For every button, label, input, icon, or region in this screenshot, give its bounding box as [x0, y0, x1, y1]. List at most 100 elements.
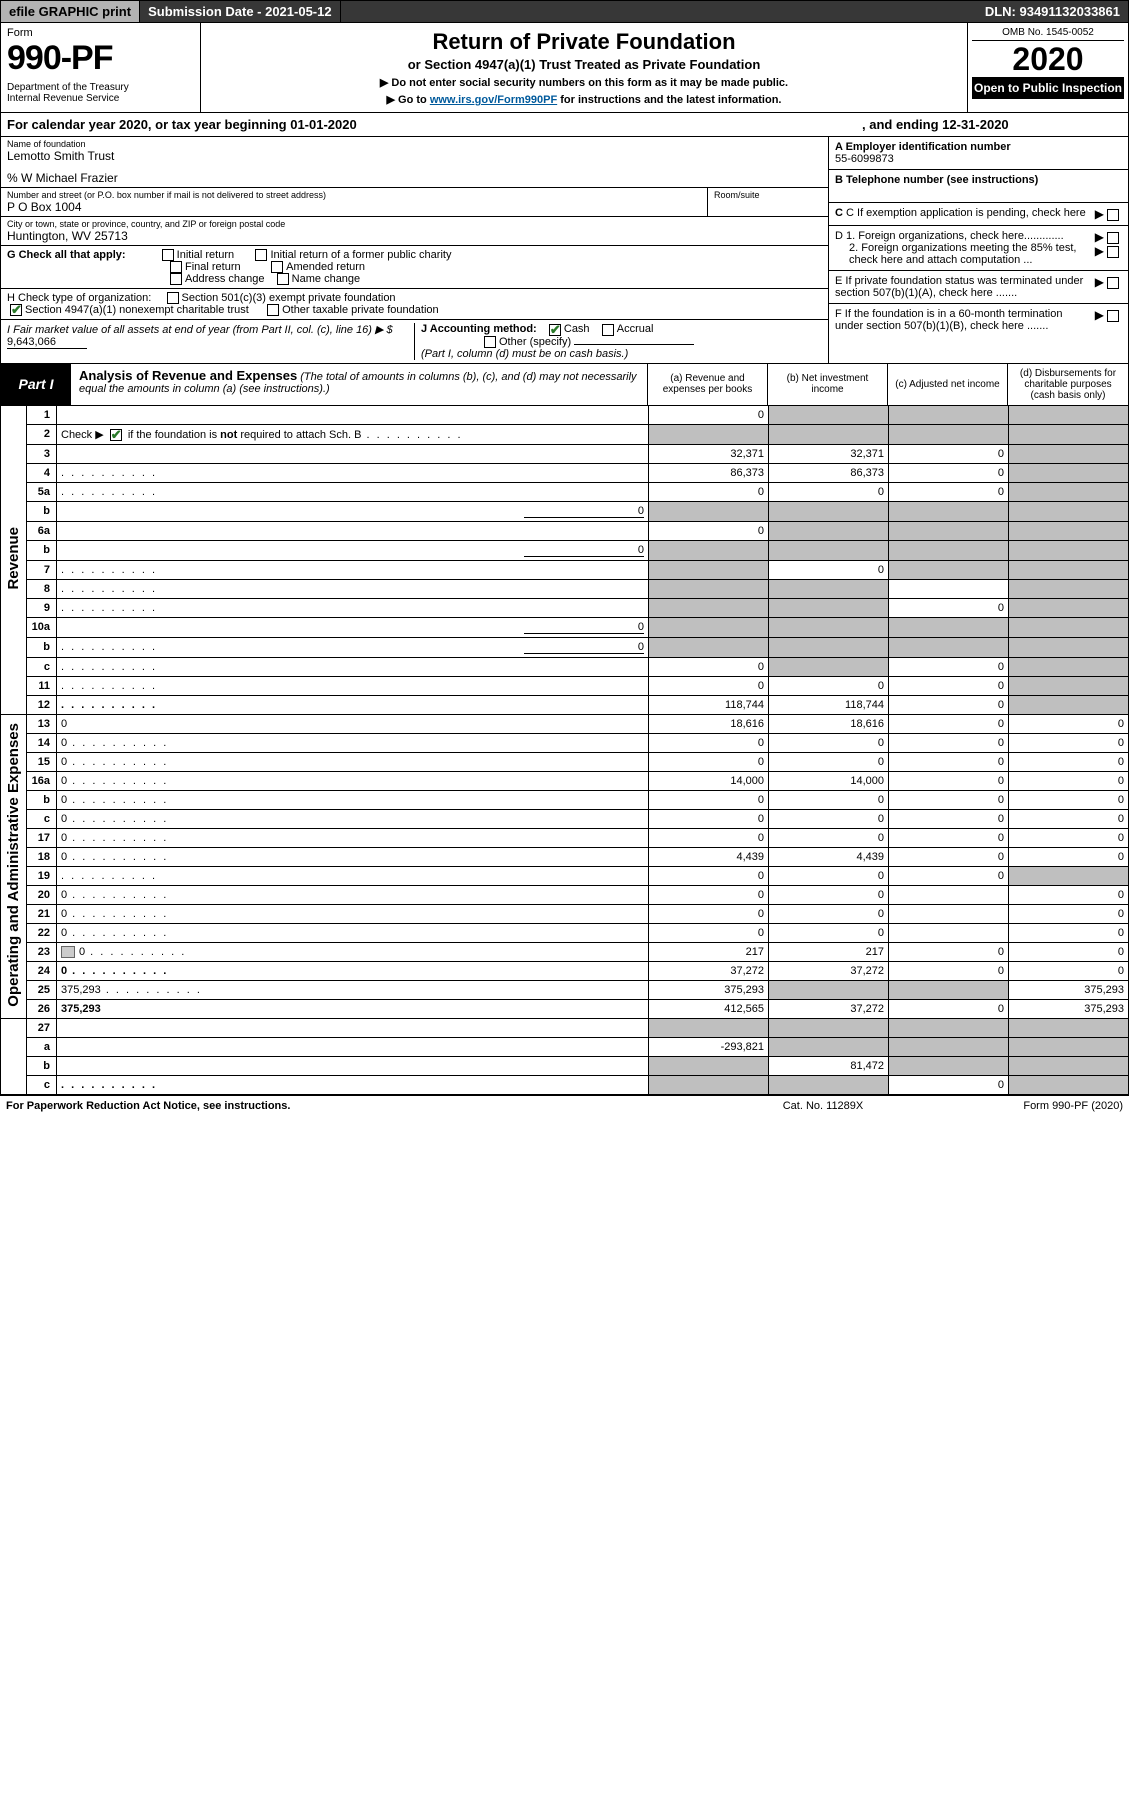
- ck-cash[interactable]: [549, 324, 561, 336]
- ck-amended[interactable]: [271, 261, 283, 273]
- cell-b: 0: [769, 752, 889, 771]
- cell-b: [769, 1018, 889, 1037]
- efile-print-button[interactable]: efile GRAPHIC print: [1, 1, 140, 22]
- h-opt-1: Section 4947(a)(1) nonexempt charitable …: [25, 304, 249, 316]
- check-area: G Check all that apply: Initial return I…: [1, 246, 828, 363]
- line-desc: 0: [57, 714, 649, 733]
- ck-f[interactable]: [1107, 310, 1119, 322]
- cell-d: 0: [1009, 942, 1129, 961]
- cell-b: 0: [769, 560, 889, 579]
- line-desc: [57, 406, 649, 425]
- irs-link[interactable]: www.irs.gov/Form990PF: [430, 94, 557, 106]
- e-row: E If private foundation status was termi…: [829, 271, 1128, 304]
- cell-a: [649, 1018, 769, 1037]
- cell-a: [649, 540, 769, 560]
- cell-c: 0: [889, 1075, 1009, 1094]
- attachment-icon[interactable]: [61, 946, 75, 958]
- ck-e[interactable]: [1107, 277, 1119, 289]
- ck-schb[interactable]: [110, 429, 122, 441]
- ssn-warning: ▶ Do not enter social security numbers o…: [209, 76, 959, 89]
- e-label: E If private foundation status was termi…: [835, 275, 1091, 299]
- part1-desc: Analysis of Revenue and Expenses (The to…: [71, 364, 648, 405]
- cell-d: [1009, 1056, 1129, 1075]
- cell-d: [1009, 463, 1129, 482]
- cell-a: 18,616: [649, 714, 769, 733]
- line-number: 8: [27, 579, 57, 598]
- cell-a: 86,373: [649, 463, 769, 482]
- j-accrual: Accrual: [617, 323, 654, 335]
- part1-tab: Part I: [1, 364, 71, 405]
- table-row: 5a000: [1, 482, 1129, 501]
- cell-d: 0: [1009, 961, 1129, 980]
- line-number: 22: [27, 923, 57, 942]
- g-opt-0: Initial return: [177, 249, 234, 261]
- ck-4947a1[interactable]: [10, 304, 22, 316]
- line-desc: 0: [57, 771, 649, 790]
- line-desc: 0: [57, 942, 649, 961]
- ck-501c3[interactable]: [167, 292, 179, 304]
- cell-a: 37,272: [649, 961, 769, 980]
- cell-a: 0: [649, 406, 769, 425]
- table-row: 16a014,00014,00000: [1, 771, 1129, 790]
- table-row: 12118,744118,7440: [1, 695, 1129, 714]
- b-label: B Telephone number (see instructions): [835, 174, 1038, 186]
- line-desc: 0: [57, 809, 649, 828]
- ck-name-change[interactable]: [277, 273, 289, 285]
- ck-c[interactable]: [1107, 209, 1119, 221]
- cell-d: [1009, 540, 1129, 560]
- ck-other-method[interactable]: [484, 336, 496, 348]
- line-desc: 375,293: [57, 999, 649, 1018]
- cell-b: [769, 637, 889, 657]
- table-row: c0: [1, 1075, 1129, 1094]
- ck-address-change[interactable]: [170, 273, 182, 285]
- table-row: 1700000: [1, 828, 1129, 847]
- cell-c: [889, 501, 1009, 521]
- ck-initial-return[interactable]: [162, 249, 174, 261]
- cell-c: 0: [889, 961, 1009, 980]
- cell-a: 0: [649, 790, 769, 809]
- a-value: 55-6099873: [835, 153, 894, 165]
- cell-b: 18,616: [769, 714, 889, 733]
- form-title: Return of Private Foundation: [209, 29, 959, 55]
- cell-b: [769, 521, 889, 540]
- cell-d: [1009, 676, 1129, 695]
- line-desc: [57, 1018, 649, 1037]
- paperwork-notice: For Paperwork Reduction Act Notice, see …: [6, 1100, 723, 1112]
- room-label: Room/suite: [714, 190, 822, 200]
- cell-a: [649, 579, 769, 598]
- cell-d: [1009, 617, 1129, 637]
- f-row: F If the foundation is in a 60-month ter…: [829, 304, 1128, 336]
- cell-a: -293,821: [649, 1037, 769, 1056]
- goto-post: for instructions and the latest informat…: [560, 94, 781, 106]
- table-row: 26375,293412,56537,2720375,293: [1, 999, 1129, 1018]
- table-row: 8: [1, 579, 1129, 598]
- g-opt-2: Address change: [185, 273, 265, 285]
- line-desc: 0: [57, 847, 649, 866]
- submission-date: Submission Date - 2021-05-12: [140, 1, 341, 22]
- cell-c: 0: [889, 999, 1009, 1018]
- ck-final-return[interactable]: [170, 261, 182, 273]
- line-number: 18: [27, 847, 57, 866]
- ck-d2[interactable]: [1107, 246, 1119, 258]
- cell-d: [1009, 444, 1129, 463]
- line-number: 16a: [27, 771, 57, 790]
- form-title-block: Return of Private Foundation or Section …: [201, 23, 968, 112]
- cell-d: [1009, 560, 1129, 579]
- city-cell: City or town, state or province, country…: [1, 217, 828, 246]
- cell-c: [889, 617, 1009, 637]
- efile-topbar: efile GRAPHIC print Submission Date - 20…: [0, 0, 1129, 23]
- cell-d: [1009, 1075, 1129, 1094]
- ck-d1[interactable]: [1107, 232, 1119, 244]
- cell-c: [889, 1037, 1009, 1056]
- ck-initial-former[interactable]: [255, 249, 267, 261]
- cell-b: [769, 1037, 889, 1056]
- cell-a: [649, 1056, 769, 1075]
- cell-a: [649, 1075, 769, 1094]
- goto-pre: ▶ Go to: [387, 94, 430, 106]
- cell-b: 86,373: [769, 463, 889, 482]
- cell-a: 0: [649, 482, 769, 501]
- ck-other-taxable[interactable]: [267, 304, 279, 316]
- cell-d: [1009, 1018, 1129, 1037]
- ck-accrual[interactable]: [602, 324, 614, 336]
- cell-d: [1009, 521, 1129, 540]
